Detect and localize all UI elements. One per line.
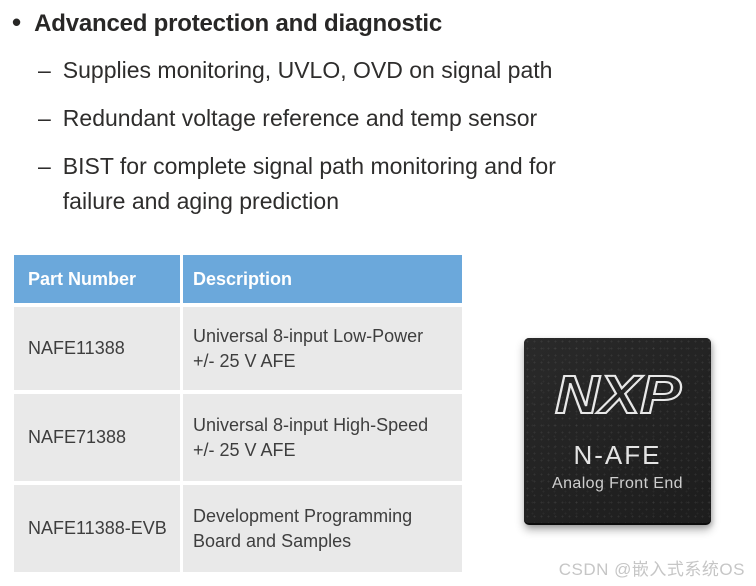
description-line: Board and Samples xyxy=(193,530,352,551)
table-cell-part-number: NAFE71388 xyxy=(14,394,180,481)
bullet-icon: • xyxy=(12,7,22,37)
table-cell-description: Development Programming Board and Sample… xyxy=(183,485,462,572)
bullet-title-row: • Advanced protection and diagnostic xyxy=(12,7,442,39)
table-cell-description: Universal 8-input High-Speed +/- 25 V AF… xyxy=(183,394,462,481)
part-number-table: Part Number Description NAFE11388 Univer… xyxy=(14,255,462,572)
bullet-sub-text: Supplies monitoring, UVLO, OVD on signal… xyxy=(62,57,553,83)
page-title: Advanced protection and diagnostic xyxy=(34,10,443,37)
bullet-sub-item: – Supplies monitoring, UVLO, OVD on sign… xyxy=(38,53,552,88)
description-line: Universal 8-input Low-Power xyxy=(193,325,424,346)
table-cell-part-number: NAFE11388 xyxy=(14,307,180,390)
bullet-sub-text-line: BIST for complete signal path monitoring… xyxy=(62,153,556,179)
dash-icon: – xyxy=(38,57,51,83)
description-line: +/- 25 V AFE xyxy=(193,439,296,460)
description-line: Universal 8-input High-Speed xyxy=(193,414,429,435)
dash-icon: – xyxy=(38,105,51,131)
description-line: +/- 25 V AFE xyxy=(193,350,296,371)
bullet-sub-text-line: failure and aging prediction xyxy=(62,188,339,214)
nxp-logo-text: NXP xyxy=(555,365,682,423)
description-line: Development Programming xyxy=(193,505,413,526)
bullet-sub-text: Redundant voltage reference and temp sen… xyxy=(62,105,538,131)
bullet-sub-item: – Redundant voltage reference and temp s… xyxy=(38,101,537,136)
bullet-sub-item: – BIST for complete signal path monitori… xyxy=(38,149,556,219)
dash-icon: – xyxy=(38,153,51,179)
table-header-part-number: Part Number xyxy=(14,255,180,303)
chip-subtitle: Analog Front End xyxy=(552,475,683,492)
bullet-sub-text: BIST for complete signal path monitoring… xyxy=(63,149,556,219)
nafe-chip-image: NXP N-AFE Analog Front End xyxy=(524,338,711,525)
table-cell-part-number: NAFE11388-EVB xyxy=(14,485,180,572)
table-cell-description: Universal 8-input Low-Power +/- 25 V AFE xyxy=(183,307,462,390)
watermark: CSDN @嵌入式系统OS xyxy=(558,560,745,579)
chip-name: N-AFE xyxy=(573,440,662,470)
nxp-logo-icon: NXP xyxy=(554,365,683,423)
table-header-description: Description xyxy=(183,255,462,303)
